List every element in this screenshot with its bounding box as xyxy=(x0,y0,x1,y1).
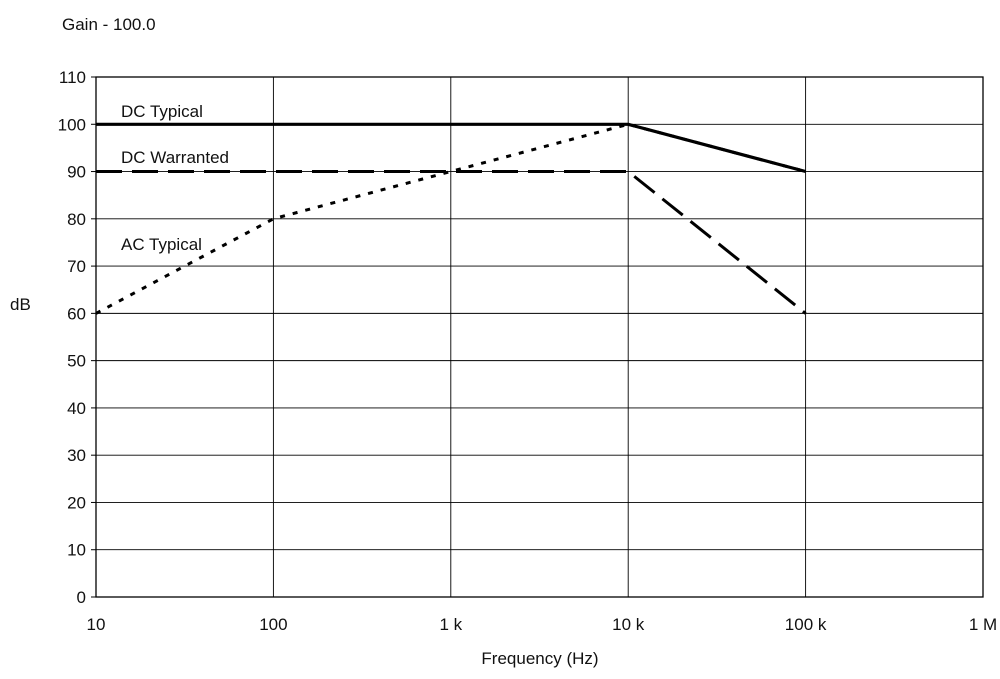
y-tick-label: 90 xyxy=(67,163,86,182)
y-tick-label: 60 xyxy=(67,304,86,323)
x-tick-label: 10 k xyxy=(612,615,645,634)
x-tick-label: 10 xyxy=(87,615,106,634)
y-axis-title: dB xyxy=(10,295,31,314)
chart-subtitle: Gain - 100.0 xyxy=(62,15,156,34)
y-tick-label: 100 xyxy=(58,115,86,134)
series-layer xyxy=(95,122,807,315)
series-label-ac-typical: AC Typical xyxy=(121,235,202,254)
label-layer: DC Typical DC Warranted AC Typical xyxy=(121,102,229,254)
y-tick-label: 70 xyxy=(67,257,86,276)
y-tick-label: 30 xyxy=(67,446,86,465)
y-tick-label: 10 xyxy=(67,541,86,560)
series-line-ac-typical xyxy=(95,122,806,315)
series-label-dc-warranted: DC Warranted xyxy=(121,148,229,167)
x-tick-label: 100 xyxy=(259,615,287,634)
y-tick-label: 40 xyxy=(67,399,86,418)
plot-frame xyxy=(95,76,984,598)
series-label-dc-typical: DC Typical xyxy=(121,102,203,121)
x-tick-label: 1 k xyxy=(439,615,462,634)
x-tick-label: 1 M xyxy=(969,615,997,634)
y-tick-label: 20 xyxy=(67,493,86,512)
x-tick-label: 100 k xyxy=(785,615,827,634)
y-tick-label: 110 xyxy=(59,68,86,87)
x-axis-title: Frequency (Hz) xyxy=(481,649,598,668)
y-tick-label: 0 xyxy=(77,588,86,607)
y-tick-label: 80 xyxy=(67,210,86,229)
y-tick-label: 50 xyxy=(67,352,86,371)
